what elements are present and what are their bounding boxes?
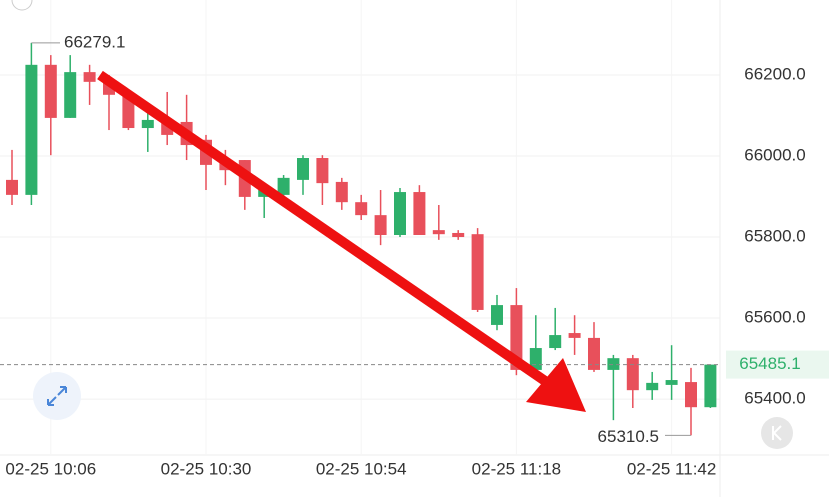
candle-body — [64, 72, 77, 118]
candle-body — [277, 177, 290, 195]
candle-body — [685, 382, 697, 408]
y-tick-label: 66200.0 — [744, 64, 805, 83]
trend-arrow — [97, 70, 586, 412]
x-tick-label: 02-25 10:54 — [316, 459, 407, 478]
candle-body — [588, 337, 600, 370]
expand-icon — [47, 386, 67, 406]
candle-body — [549, 335, 562, 349]
candle-body — [141, 119, 154, 129]
candle-body — [297, 158, 309, 180]
plot: 65400.0 65600.0 65800.0 66000.0 66200.0 02-25… — [0, 32, 829, 479]
candle-body — [432, 230, 445, 235]
arrow-head — [526, 358, 586, 412]
candle-body — [122, 94, 135, 129]
candle-body — [471, 234, 484, 310]
candle-body — [413, 192, 426, 235]
candle-body — [316, 158, 329, 184]
candle-body — [491, 305, 503, 325]
y-tick-label: 66000.0 — [744, 145, 805, 164]
candle-body — [626, 358, 639, 391]
candle-body — [6, 179, 18, 195]
x-tick-label: 02-25 11:42 — [627, 459, 716, 478]
x-tick-label: 02-25 11:18 — [472, 459, 561, 478]
expand-button[interactable] — [33, 372, 81, 420]
candle-body — [25, 64, 38, 195]
reset-icon — [772, 425, 782, 441]
reset-button[interactable] — [761, 417, 793, 449]
candle-body — [568, 333, 581, 338]
candle-body — [394, 192, 406, 235]
y-tick-label: 65800.0 — [744, 227, 805, 246]
last-price-label: 65485.1 — [739, 354, 800, 373]
candle-body — [646, 382, 659, 391]
x-tick-label: 02-25 10:30 — [161, 459, 252, 478]
last-price-box — [726, 350, 829, 379]
arrow-shaft — [97, 70, 551, 388]
low-marker-label: 65310.5 — [598, 427, 659, 446]
candle-body — [83, 72, 96, 82]
high-marker-label: 66279.1 — [64, 32, 125, 51]
candle-body — [452, 232, 465, 238]
candle-body — [355, 202, 368, 216]
candle-body — [335, 181, 348, 203]
candle-body — [607, 358, 620, 370]
y-tick-label: 65600.0 — [744, 308, 805, 327]
y-tick-label: 65400.0 — [744, 389, 805, 408]
candle-body — [704, 364, 717, 408]
candle-body — [665, 380, 678, 385]
candle-body — [374, 215, 387, 235]
x-tick-label: 02-25 10:06 — [5, 459, 96, 478]
icon — [11, 0, 33, 11]
candle-body — [44, 64, 57, 118]
